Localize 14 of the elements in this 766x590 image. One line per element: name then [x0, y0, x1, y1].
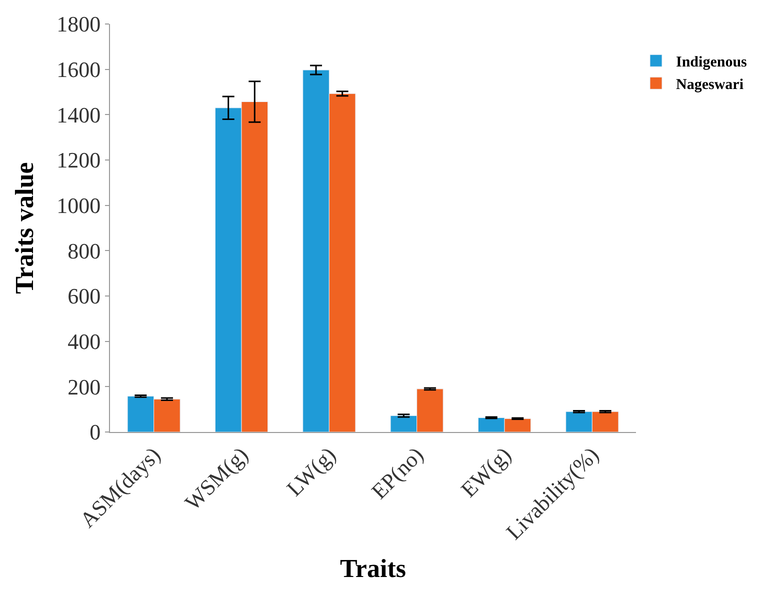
y-tick-label: 800 — [68, 238, 101, 264]
y-tick-label: 0 — [90, 420, 101, 445]
y-tick-label: 1200 — [56, 148, 101, 173]
y-tick-label: 400 — [68, 329, 101, 354]
y-tick-label: 1800 — [56, 12, 101, 37]
y-axis-title: Traits value — [10, 162, 39, 294]
y-tick-label: 1400 — [56, 102, 101, 128]
y-tick-label: 200 — [68, 374, 101, 400]
y-tick-label: 1000 — [56, 193, 101, 218]
x-axis-title: Traits — [340, 554, 406, 584]
legend-label: Indigenous — [676, 54, 748, 70]
legend-label: Nageswari — [676, 77, 744, 93]
y-tick-label: 1600 — [56, 57, 101, 82]
y-tick-label: 600 — [68, 284, 101, 309]
